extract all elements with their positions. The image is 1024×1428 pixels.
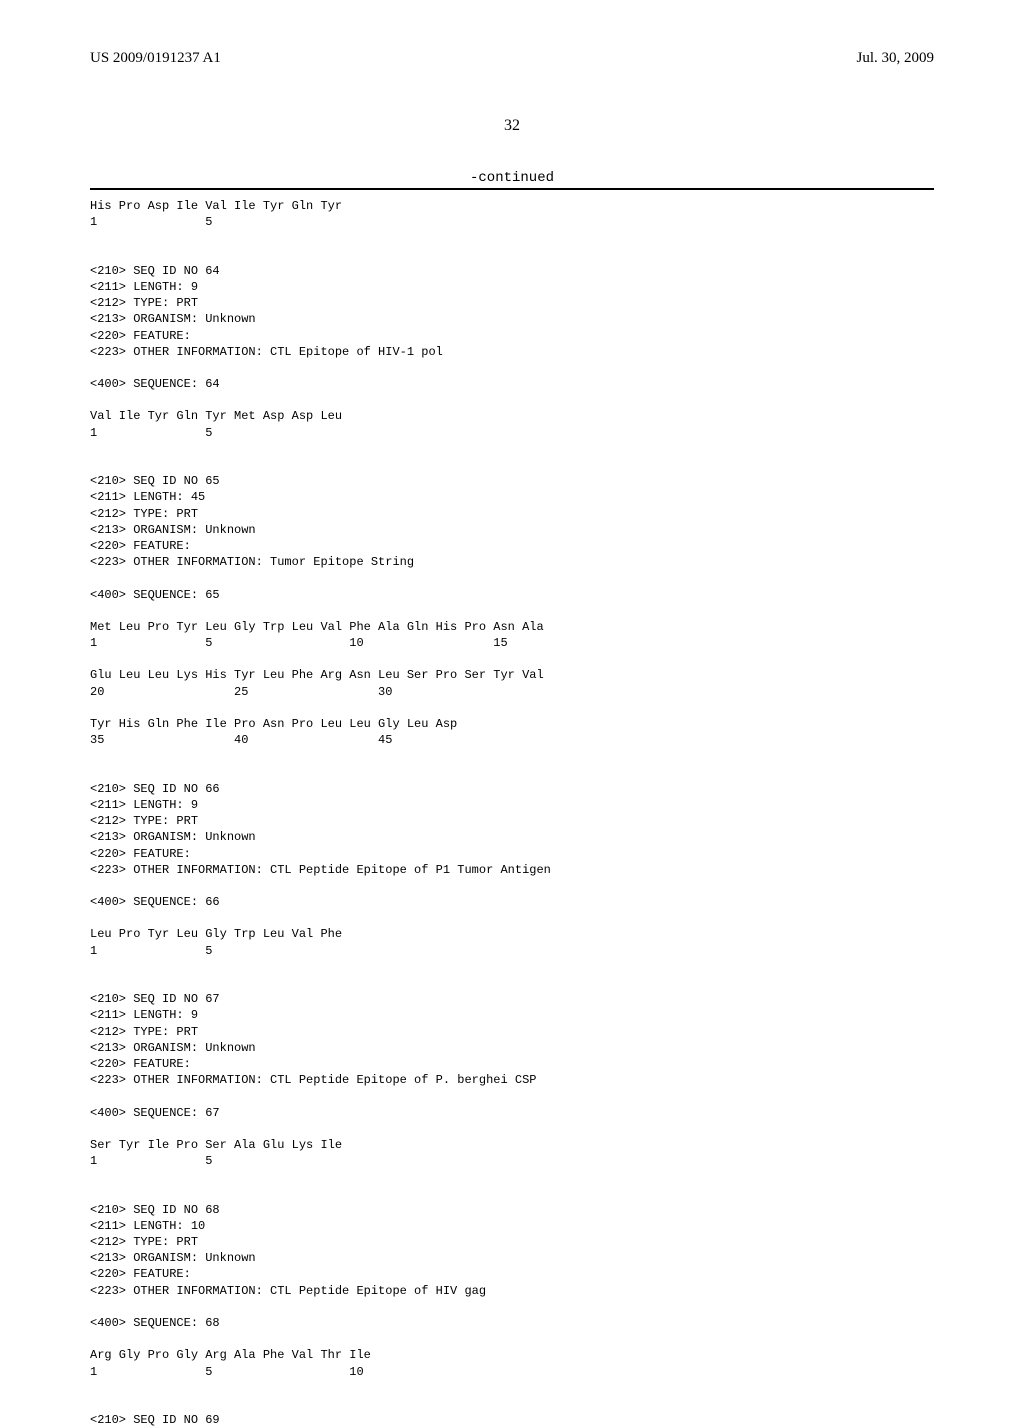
seq-header: <400> SEQUENCE: 64 [90, 377, 220, 391]
seq-meta: <220> FEATURE: [90, 1057, 191, 1071]
seq-aa: Arg Gly Pro Gly Arg Ala Phe Val Thr Ile [90, 1348, 371, 1362]
seq-aa: Val Ile Tyr Gln Tyr Met Asp Asp Leu [90, 409, 342, 423]
seq-meta: <212> TYPE: PRT [90, 814, 198, 828]
seq-meta: <211> LENGTH: 10 [90, 1219, 205, 1233]
seq-aa: Glu Leu Leu Lys His Tyr Leu Phe Arg Asn … [90, 668, 544, 682]
seq-meta: <212> TYPE: PRT [90, 507, 198, 521]
seq-num: 1 5 [90, 426, 212, 440]
seq-aa: Ser Tyr Ile Pro Ser Ala Glu Lys Ile [90, 1138, 342, 1152]
seq-header: <400> SEQUENCE: 65 [90, 588, 220, 602]
seq-meta: <220> FEATURE: [90, 329, 191, 343]
seq-header: <400> SEQUENCE: 67 [90, 1106, 220, 1120]
continued-label: -continued [90, 170, 934, 186]
seq-meta: <213> ORGANISM: Unknown [90, 523, 256, 537]
seq-meta: <223> OTHER INFORMATION: CTL Peptide Epi… [90, 863, 551, 877]
seq-meta: <213> ORGANISM: Unknown [90, 312, 256, 326]
seq-meta: <223> OTHER INFORMATION: Tumor Epitope S… [90, 555, 414, 569]
seq-meta: <223> OTHER INFORMATION: CTL Epitope of … [90, 345, 443, 359]
seq-num: 1 5 [90, 215, 212, 229]
seq-num: 1 5 10 15 [90, 636, 508, 650]
seq-meta: <213> ORGANISM: Unknown [90, 830, 256, 844]
seq-num: 1 5 [90, 1154, 212, 1168]
seq-meta: <210> SEQ ID NO 68 [90, 1203, 220, 1217]
seq-num: 1 5 10 [90, 1365, 364, 1379]
seq-meta: <211> LENGTH: 45 [90, 490, 205, 504]
seq-meta: <213> ORGANISM: Unknown [90, 1041, 256, 1055]
rule-line [90, 188, 934, 190]
seq-num: 20 25 30 [90, 685, 392, 699]
seq-num: 35 40 45 [90, 733, 392, 747]
sequence-listing: His Pro Asp Ile Val Ile Tyr Gln Tyr 1 5 … [90, 198, 934, 1428]
seq-meta: <210> SEQ ID NO 69 [90, 1413, 220, 1427]
seq-aa: Met Leu Pro Tyr Leu Gly Trp Leu Val Phe … [90, 620, 544, 634]
patent-page: US 2009/0191237 A1 Jul. 30, 2009 32 -con… [0, 0, 1024, 1320]
seq-aa: Tyr His Gln Phe Ile Pro Asn Pro Leu Leu … [90, 717, 457, 731]
seq-header: <400> SEQUENCE: 68 [90, 1316, 220, 1330]
seq-meta: <210> SEQ ID NO 67 [90, 992, 220, 1006]
seq-meta: <211> LENGTH: 9 [90, 798, 198, 812]
seq-meta: <211> LENGTH: 9 [90, 1008, 198, 1022]
seq-meta: <212> TYPE: PRT [90, 1025, 198, 1039]
seq-meta: <210> SEQ ID NO 64 [90, 264, 220, 278]
seq-meta: <223> OTHER INFORMATION: CTL Peptide Epi… [90, 1073, 536, 1087]
seq-meta: <212> TYPE: PRT [90, 1235, 198, 1249]
seq-aa: Leu Pro Tyr Leu Gly Trp Leu Val Phe [90, 927, 342, 941]
seq-meta: <211> LENGTH: 9 [90, 280, 198, 294]
seq-meta: <210> SEQ ID NO 66 [90, 782, 220, 796]
seq-header: <400> SEQUENCE: 66 [90, 895, 220, 909]
seq-meta: <212> TYPE: PRT [90, 296, 198, 310]
seq-meta: <220> FEATURE: [90, 1267, 191, 1281]
seq-aa: His Pro Asp Ile Val Ile Tyr Gln Tyr [90, 199, 342, 213]
seq-meta: <210> SEQ ID NO 65 [90, 474, 220, 488]
seq-meta: <220> FEATURE: [90, 847, 191, 861]
page-header: US 2009/0191237 A1 Jul. 30, 2009 [90, 50, 934, 67]
seq-meta: <223> OTHER INFORMATION: CTL Peptide Epi… [90, 1284, 486, 1298]
publication-number: US 2009/0191237 A1 [90, 50, 221, 67]
seq-meta: <220> FEATURE: [90, 539, 191, 553]
seq-num: 1 5 [90, 944, 212, 958]
seq-meta: <213> ORGANISM: Unknown [90, 1251, 256, 1265]
page-number: 32 [90, 117, 934, 135]
publication-date: Jul. 30, 2009 [856, 50, 934, 67]
